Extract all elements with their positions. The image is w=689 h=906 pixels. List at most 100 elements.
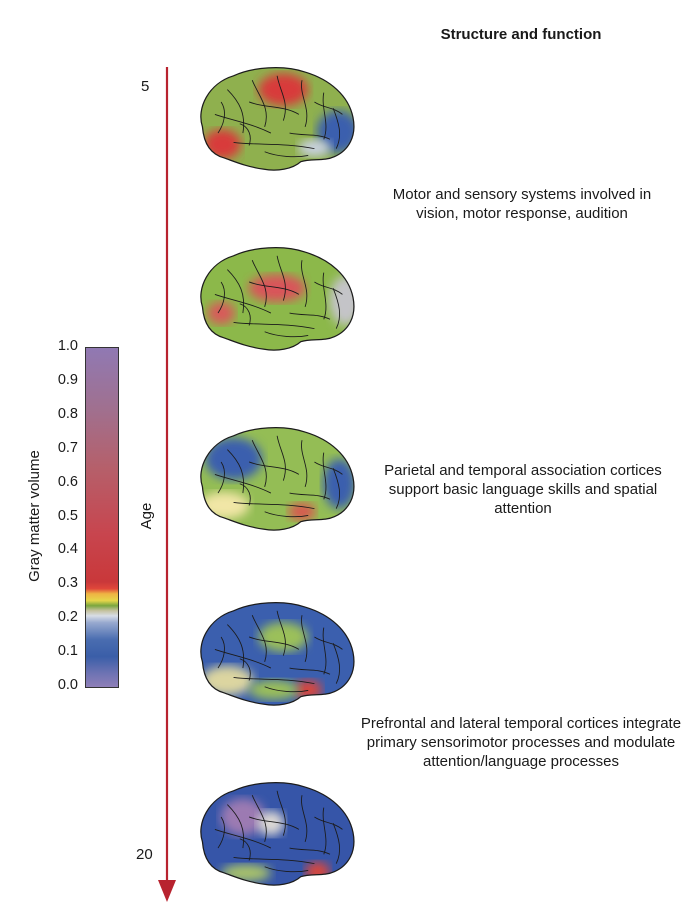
brain-sulcus-line <box>322 807 327 855</box>
description-prefrontal-temporal: Prefrontal and lateral temporal cortices… <box>360 715 682 770</box>
brain-sulcus-line <box>214 648 272 669</box>
brain-sulcus-line <box>233 321 315 330</box>
brain-sulcus-line <box>248 816 300 830</box>
brain-sulcus-line <box>301 440 308 487</box>
colorbar-tick-label: 0.3 <box>57 575 78 592</box>
colorbar-tick-label: 0.5 <box>57 507 78 524</box>
brain-sulcus-line <box>233 676 315 685</box>
brain-sulcus-line <box>217 636 225 669</box>
brain-activity-region <box>248 274 306 302</box>
brain-activity-region <box>200 491 250 520</box>
brain-sulcus-line <box>239 303 251 326</box>
brain-activity-region <box>258 73 309 106</box>
brain-activity-region <box>203 129 242 160</box>
brain-sulcus-line <box>233 501 315 510</box>
brain-activity-region <box>201 665 254 696</box>
age-arrow <box>158 67 176 902</box>
brain-sulcus-line <box>332 108 341 149</box>
colorbar-tick-label: 0.1 <box>57 643 78 660</box>
brain-sulcus-line <box>314 281 343 295</box>
colorbar-tick-label: 0.4 <box>57 541 78 558</box>
brain-sulcus-line <box>248 636 300 650</box>
colorbar-tick-label: 0.0 <box>57 677 78 693</box>
brain-sulcus-line <box>264 331 309 338</box>
brain-sulcus-line <box>276 790 286 836</box>
brain-outline <box>200 782 355 886</box>
brain-sulcus-line <box>322 272 327 320</box>
brain-outline <box>200 67 355 171</box>
brain-sulcus-line <box>289 492 331 500</box>
brain-sulcus-line <box>332 288 341 329</box>
brain-map <box>200 247 355 351</box>
brain-sulcus-line <box>251 615 267 662</box>
brain-sulcus-line <box>301 615 308 662</box>
brain-sulcus-line <box>314 636 343 650</box>
age-start-label: 5 <box>141 78 150 95</box>
brain-sulcus-line <box>322 452 327 500</box>
age-arrow-head <box>158 880 176 902</box>
brain-outline <box>200 247 355 351</box>
brain-sulcus-line <box>301 260 308 307</box>
brain-sulcus-line <box>301 795 308 842</box>
colorbar-tick-label: 0.2 <box>57 609 78 626</box>
age-axis-label: Age <box>138 502 155 530</box>
brain-sulcus-line <box>301 80 308 127</box>
brain-sulcus-line <box>289 847 331 855</box>
brain-sulcus-line <box>251 440 267 487</box>
brain-activity-region <box>316 110 354 153</box>
brain-sulcus-line <box>227 804 245 849</box>
brain-sulcus-line <box>227 269 245 314</box>
brain-sulcus-line <box>289 132 331 140</box>
brain-sulcus-line <box>264 866 309 873</box>
brain-sulcus-line <box>332 468 341 509</box>
brain-sulcus-line <box>239 838 251 861</box>
brain-outline <box>200 427 355 531</box>
brain-sulcus-line <box>217 101 225 134</box>
description-motor-sensory: Motor and sensory systems involved in vi… <box>392 186 652 222</box>
brain-map <box>200 782 355 886</box>
brain-sulcus-line <box>248 101 300 115</box>
gray-matter-colorbar <box>85 347 119 688</box>
brain-activity-region <box>257 810 285 836</box>
brain-sulcus-line <box>217 816 225 849</box>
brain-sulcus-line <box>214 293 272 314</box>
brain-sulcus-line <box>322 627 327 675</box>
age-end-label: 20 <box>136 846 153 863</box>
brain-sulcus-line <box>276 610 286 656</box>
brain-sulcus-line <box>251 260 267 307</box>
brain-sulcus-line <box>314 101 343 115</box>
brain-sulcus-line <box>227 624 245 669</box>
description-parietal-temporal: Parietal and temporal association cortic… <box>384 462 662 517</box>
brain-sulcus-line <box>233 856 315 865</box>
brain-sulcus-line <box>276 255 286 301</box>
brain-sulcus-line <box>217 281 225 314</box>
colorbar-tick-label: 0.9 <box>57 371 78 388</box>
brain-sulcus-line <box>239 123 251 146</box>
colorbar-tick-label: 0.8 <box>57 405 78 422</box>
brain-activity-region <box>221 864 271 882</box>
brain-sulcus-line <box>214 828 272 849</box>
brain-activity-region <box>204 437 263 480</box>
brain-sulcus-line <box>214 113 272 134</box>
brain-map <box>200 427 355 531</box>
brain-activity-region <box>298 139 331 157</box>
brain-sulcus-line <box>322 92 327 140</box>
brain-sulcus-line <box>332 643 341 684</box>
brain-sulcus-line <box>239 483 251 506</box>
colorbar-tick-label: 0.7 <box>57 439 78 456</box>
page-heading: Structure and function <box>440 26 602 43</box>
colorbar-tick-label: 0.6 <box>57 473 78 490</box>
brain-sulcus-line <box>276 75 286 121</box>
brain-sulcus-line <box>217 461 225 494</box>
brain-sulcus-line <box>276 435 286 481</box>
brain-map <box>200 67 355 171</box>
brain-sulcus-line <box>314 461 343 475</box>
brain-activity-region <box>258 622 309 652</box>
brain-sulcus-line <box>251 795 267 842</box>
brain-activity-region <box>305 861 330 882</box>
brain-sulcus-line <box>251 80 267 127</box>
brain-sulcus-line <box>264 511 309 518</box>
brain-sulcus-line <box>233 141 315 150</box>
brain-sulcus-line <box>239 658 251 681</box>
brain-sulcus-line <box>227 449 245 494</box>
